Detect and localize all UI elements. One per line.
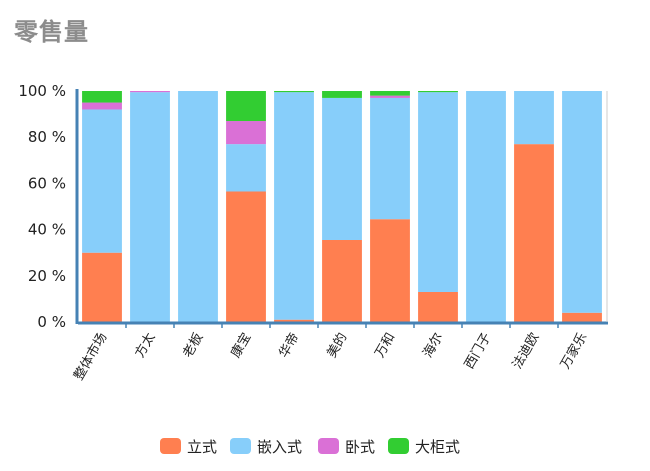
bar-segment-6-3 xyxy=(370,91,410,96)
legend-label: 大柜式 xyxy=(415,438,460,456)
bar-segment-10-0 xyxy=(562,312,602,322)
bar-segment-1-1 xyxy=(130,92,170,322)
bar-segment-0-3 xyxy=(82,91,122,103)
bar-segment-8-1 xyxy=(466,91,506,322)
x-tick-label: 老板 xyxy=(180,331,206,361)
x-axis-ticks: 整体市场 方太 老板 康宝 华帝 美的 万和 海尔 西门子 法迪欧 万家乐 xyxy=(71,330,591,383)
x-tick-label: 西门子 xyxy=(462,331,494,372)
bar-segment-2-1 xyxy=(178,91,218,322)
y-tick-label: 20 % xyxy=(28,267,66,285)
bar-segment-6-0 xyxy=(370,219,410,322)
legend-item-1[interactable]: 嵌入式 xyxy=(230,438,302,456)
y-tick-label: 80 % xyxy=(28,128,66,146)
x-tick-label: 方太 xyxy=(132,330,159,361)
bar-segment-5-1 xyxy=(322,97,362,240)
bar-segment-7-1 xyxy=(418,92,458,292)
legend-swatch xyxy=(318,438,339,454)
legend-item-0[interactable]: 立式 xyxy=(160,438,217,456)
bar-segment-5-0 xyxy=(322,240,362,322)
x-tick-label: 海尔 xyxy=(420,331,446,361)
bar-segment-9-0 xyxy=(514,144,554,322)
axes-layer xyxy=(75,89,608,328)
bar-segment-7-3 xyxy=(418,91,458,93)
legend-item-2[interactable]: 卧式 xyxy=(318,438,375,456)
y-tick-label: 100 % xyxy=(18,82,66,100)
x-tick-label: 康宝 xyxy=(228,330,255,361)
bar-segment-3-0 xyxy=(226,191,266,322)
bar-segment-3-1 xyxy=(226,144,266,192)
bar-segment-4-1 xyxy=(274,92,314,320)
legend-label: 卧式 xyxy=(345,438,375,456)
x-tick-label: 万家乐 xyxy=(557,330,590,372)
y-tick-label: 0 % xyxy=(37,313,66,331)
legend-label: 嵌入式 xyxy=(257,438,302,456)
x-tick-label: 万和 xyxy=(372,331,398,361)
bar-segment-0-2 xyxy=(82,102,122,110)
y-tick-label: 60 % xyxy=(28,174,66,192)
legend-swatch xyxy=(160,438,181,454)
y-tick-label: 40 % xyxy=(28,221,66,239)
bars-layer xyxy=(82,91,602,322)
chart-title: 零售量 xyxy=(14,18,89,46)
bar-segment-5-3 xyxy=(322,91,362,98)
legend-swatch xyxy=(230,438,251,454)
bar-segment-6-1 xyxy=(370,97,410,220)
bar-segment-9-1 xyxy=(514,91,554,145)
y-axis-ticks: 0 % 20 % 40 % 60 % 80 % 100 % xyxy=(18,82,66,331)
legend-swatch xyxy=(388,438,409,454)
bar-segment-7-0 xyxy=(418,291,458,322)
x-tick-label: 整体市场 xyxy=(71,330,111,383)
bar-segment-10-1 xyxy=(562,91,602,313)
legend-item-3[interactable]: 大柜式 xyxy=(388,438,460,456)
bar-segment-4-3 xyxy=(274,91,314,93)
bar-segment-0-1 xyxy=(82,109,122,253)
x-tick-label: 法迪欧 xyxy=(510,331,542,372)
bar-segment-3-2 xyxy=(226,121,266,145)
bar-segment-6-2 xyxy=(370,95,410,98)
bar-segment-4-0 xyxy=(274,319,314,322)
legend: 立式 嵌入式 卧式 大柜式 xyxy=(160,438,460,456)
x-tick-label: 美的 xyxy=(324,330,351,361)
bar-segment-0-0 xyxy=(82,252,122,322)
bar-segment-3-3 xyxy=(226,91,266,122)
legend-label: 立式 xyxy=(187,438,217,456)
bar-segment-1-2 xyxy=(130,91,170,93)
x-tick-label: 华帝 xyxy=(276,330,303,361)
